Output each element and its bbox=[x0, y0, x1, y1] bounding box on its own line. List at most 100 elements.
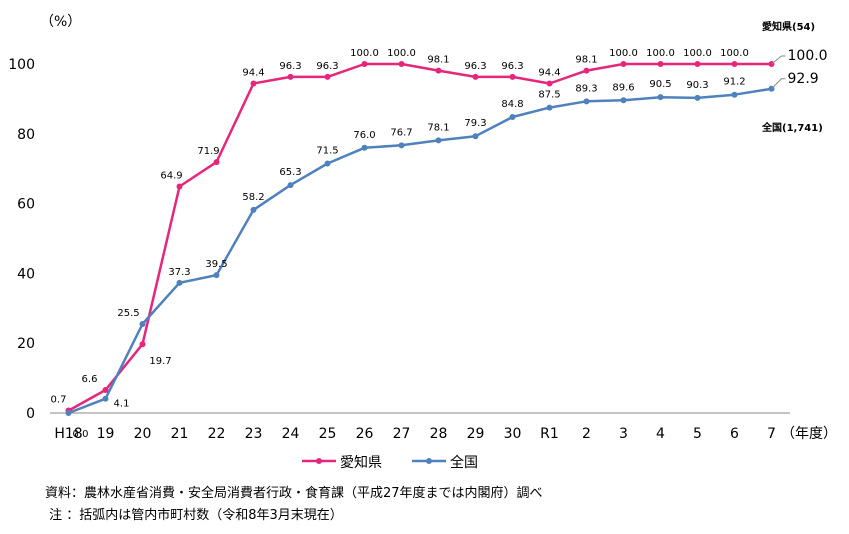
legend-marker bbox=[426, 458, 432, 464]
data-point bbox=[65, 410, 72, 416]
data-point bbox=[583, 67, 590, 74]
data-point bbox=[583, 98, 590, 105]
y-unit-label: （%） bbox=[40, 14, 81, 30]
data-point bbox=[250, 206, 257, 213]
data-label: 39.5 bbox=[205, 259, 227, 270]
data-label: 96.3 bbox=[464, 61, 486, 72]
data-point bbox=[694, 94, 701, 101]
data-label: 79.3 bbox=[464, 118, 486, 129]
data-point bbox=[731, 91, 738, 98]
x-tick-label: H18 bbox=[54, 426, 82, 442]
data-label: 76.0 bbox=[353, 130, 375, 141]
data-label: 87.5 bbox=[538, 90, 560, 101]
data-label: 91.2 bbox=[723, 77, 745, 88]
data-label: 96.3 bbox=[279, 61, 301, 72]
data-label: 96.3 bbox=[501, 61, 523, 72]
data-point bbox=[398, 61, 405, 67]
data-point bbox=[287, 73, 294, 80]
footnote: 注 ：括弧内は管内市町村数（令和8年3月末現在） bbox=[45, 508, 343, 523]
data-label: 0.0 bbox=[73, 429, 89, 440]
y-axis-ticks: 0 20 40 60 80 100 bbox=[8, 57, 35, 422]
data-label: 100.0 bbox=[646, 48, 675, 59]
end-value-label: 100.0 bbox=[788, 48, 828, 64]
data-label: 25.5 bbox=[117, 308, 139, 319]
data-label: 100.0 bbox=[350, 48, 379, 59]
y-tick-label: 60 bbox=[17, 197, 35, 213]
x-tick-label: 22 bbox=[208, 426, 226, 442]
x-tick-label: 3 bbox=[619, 426, 628, 442]
data-label: 94.4 bbox=[538, 68, 560, 79]
data-label: 94.4 bbox=[242, 68, 264, 79]
data-point bbox=[694, 61, 701, 67]
data-point bbox=[509, 73, 516, 80]
legend-label: 愛知県 bbox=[340, 454, 382, 471]
x-tick-label: 4 bbox=[656, 426, 665, 442]
data-point bbox=[398, 142, 405, 149]
data-label: 89.3 bbox=[575, 83, 597, 94]
data-point bbox=[102, 386, 109, 393]
data-label: 98.1 bbox=[575, 55, 597, 66]
leader-line bbox=[771, 55, 786, 65]
data-label: 96.3 bbox=[316, 61, 338, 72]
data-label: 19.7 bbox=[149, 356, 171, 367]
legend-marker bbox=[316, 458, 322, 464]
data-point bbox=[324, 160, 331, 167]
leader-line bbox=[771, 78, 786, 90]
x-tick-label: 27 bbox=[393, 426, 411, 442]
x-tick-label: 2 bbox=[582, 426, 591, 442]
data-point bbox=[213, 159, 220, 166]
data-point bbox=[176, 183, 183, 190]
data-label: 58.2 bbox=[242, 192, 264, 203]
data-label: 90.3 bbox=[686, 80, 708, 91]
data-point bbox=[250, 80, 257, 87]
x-tick-label: 26 bbox=[356, 426, 374, 442]
data-point bbox=[361, 61, 368, 67]
x-tick-label: 21 bbox=[171, 426, 189, 442]
data-point bbox=[731, 61, 738, 67]
data-point bbox=[546, 80, 553, 87]
data-label: 0.7 bbox=[51, 395, 67, 406]
series-layer bbox=[65, 61, 775, 416]
x-axis-label: （年度） bbox=[781, 426, 837, 442]
data-point bbox=[546, 104, 553, 111]
y-tick-label: 100 bbox=[8, 57, 35, 73]
x-axis-ticks: H18 19 20 21 22 23 24 25 26 27 28 29 30 R1 2 3 4 5 6 7 bbox=[54, 426, 776, 442]
x-tick-label: 19 bbox=[97, 426, 115, 442]
data-point bbox=[657, 94, 664, 101]
series-line-0 bbox=[67, 62, 772, 412]
data-point bbox=[472, 133, 479, 140]
data-label: 71.5 bbox=[316, 145, 338, 156]
legend: 愛知県 全国 bbox=[302, 454, 478, 471]
data-label: 100.0 bbox=[387, 48, 416, 59]
x-tick-label: 25 bbox=[319, 426, 337, 442]
data-label: 98.1 bbox=[427, 55, 449, 66]
data-label: 37.3 bbox=[168, 267, 190, 278]
data-label: 100.0 bbox=[609, 48, 638, 59]
data-label: 76.7 bbox=[390, 127, 412, 138]
data-label: 90.5 bbox=[649, 79, 671, 90]
data-label: 65.3 bbox=[279, 167, 301, 178]
data-point bbox=[324, 73, 331, 80]
series-end-label: 全国(1,741) bbox=[761, 121, 823, 134]
data-label: 6.6 bbox=[82, 374, 98, 385]
data-point bbox=[176, 279, 183, 286]
x-tick-label: 24 bbox=[282, 426, 300, 442]
data-label: 78.1 bbox=[427, 122, 449, 133]
data-point bbox=[435, 137, 442, 144]
y-tick-label: 80 bbox=[17, 127, 35, 143]
data-point bbox=[472, 73, 479, 80]
series-end-label: 愛知県(54) bbox=[762, 20, 815, 33]
data-point bbox=[657, 61, 664, 67]
x-tick-label: 28 bbox=[430, 426, 448, 442]
x-tick-label: 7 bbox=[767, 426, 776, 442]
data-point bbox=[102, 395, 109, 402]
x-tick-label: 20 bbox=[134, 426, 152, 442]
data-point bbox=[435, 67, 442, 74]
data-labels-layer: 0.7 6.6 19.7 64.9 71.9 94.4 96.3 96.3 100.0 100.0… bbox=[51, 20, 828, 440]
data-label: 100.0 bbox=[720, 48, 749, 59]
data-label: 4.1 bbox=[114, 399, 130, 410]
end-value-label: 92.9 bbox=[788, 71, 819, 87]
data-point bbox=[509, 114, 516, 121]
x-tick-label: 6 bbox=[730, 426, 739, 442]
